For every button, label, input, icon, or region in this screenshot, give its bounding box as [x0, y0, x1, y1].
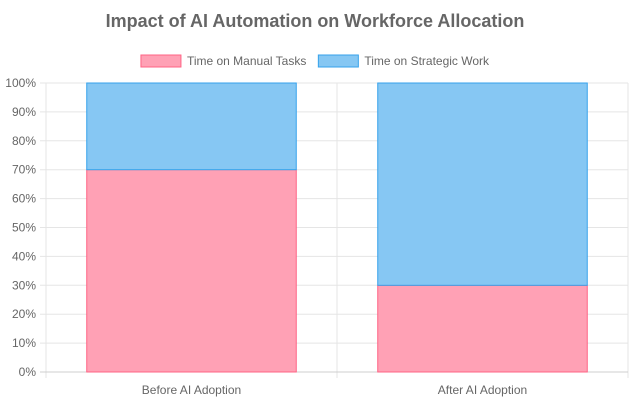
y-tick-label: 40% [12, 249, 36, 263]
y-tick-label: 30% [12, 278, 36, 292]
y-tick-label: 90% [12, 105, 36, 119]
x-tick-label: After AI Adoption [438, 383, 527, 397]
y-axis: 0% 10% 20% 30% 40% 50% 60% 70% 80% 90% 100% [5, 76, 36, 379]
x-axis: Before AI Adoption After AI Adoption [142, 383, 527, 397]
legend-item[interactable]: Time on Strategic Work [317, 54, 490, 68]
legend-swatch [317, 54, 359, 68]
y-tick-label: 0% [19, 365, 37, 379]
legend: Time on Manual Tasks Time on Strategic Wo… [140, 54, 490, 68]
y-tick-label: 100% [5, 76, 36, 90]
x-tick-label: Before AI Adoption [142, 383, 241, 397]
y-tick-label: 50% [12, 221, 36, 235]
bar-segment[interactable] [377, 284, 588, 373]
y-tick-label: 20% [12, 307, 36, 321]
chart-title: Impact of AI Automation on Workforce All… [106, 11, 525, 31]
bar-segment[interactable] [86, 169, 297, 373]
y-tick-label: 70% [12, 163, 36, 177]
legend-swatch [140, 54, 182, 68]
y-tick-label: 60% [12, 192, 36, 206]
y-tick-label: 10% [12, 336, 36, 350]
legend-label: Time on Manual Tasks [187, 54, 306, 68]
bar-segment[interactable] [377, 82, 588, 286]
legend-label: Time on Strategic Work [364, 54, 490, 68]
legend-item[interactable]: Time on Manual Tasks [140, 54, 306, 68]
bar-segment[interactable] [86, 82, 297, 171]
y-tick-label: 80% [12, 134, 36, 148]
bars [86, 82, 588, 373]
